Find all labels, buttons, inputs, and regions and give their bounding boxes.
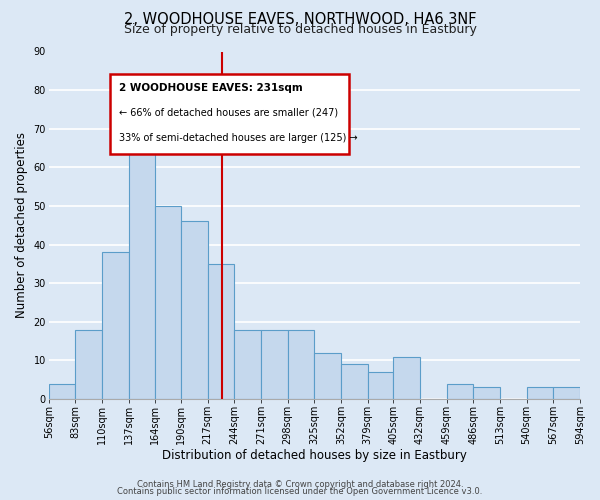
- Bar: [128, 121, 155, 399]
- Bar: [155, 206, 181, 399]
- Text: ← 66% of detached houses are smaller (247): ← 66% of detached houses are smaller (24…: [119, 108, 338, 118]
- FancyBboxPatch shape: [110, 74, 349, 154]
- Bar: [553, 388, 580, 399]
- Bar: [208, 264, 235, 399]
- Bar: [181, 222, 208, 399]
- Bar: [261, 330, 287, 399]
- Bar: [368, 372, 394, 399]
- Text: Contains public sector information licensed under the Open Government Licence v3: Contains public sector information licen…: [118, 487, 482, 496]
- Text: 33% of semi-detached houses are larger (125) →: 33% of semi-detached houses are larger (…: [119, 133, 358, 143]
- Bar: [235, 330, 261, 399]
- Y-axis label: Number of detached properties: Number of detached properties: [15, 132, 28, 318]
- Text: 2, WOODHOUSE EAVES, NORTHWOOD, HA6 3NF: 2, WOODHOUSE EAVES, NORTHWOOD, HA6 3NF: [124, 12, 476, 28]
- Text: 2 WOODHOUSE EAVES: 231sqm: 2 WOODHOUSE EAVES: 231sqm: [119, 83, 303, 93]
- Bar: [287, 330, 314, 399]
- Bar: [76, 330, 102, 399]
- Bar: [314, 352, 341, 399]
- X-axis label: Distribution of detached houses by size in Eastbury: Distribution of detached houses by size …: [162, 450, 467, 462]
- Bar: [446, 384, 473, 399]
- Bar: [527, 388, 553, 399]
- Text: Contains HM Land Registry data © Crown copyright and database right 2024.: Contains HM Land Registry data © Crown c…: [137, 480, 463, 489]
- Bar: [49, 384, 76, 399]
- Bar: [394, 356, 420, 399]
- Bar: [102, 252, 128, 399]
- Text: Size of property relative to detached houses in Eastbury: Size of property relative to detached ho…: [124, 22, 476, 36]
- Bar: [341, 364, 368, 399]
- Bar: [473, 388, 500, 399]
